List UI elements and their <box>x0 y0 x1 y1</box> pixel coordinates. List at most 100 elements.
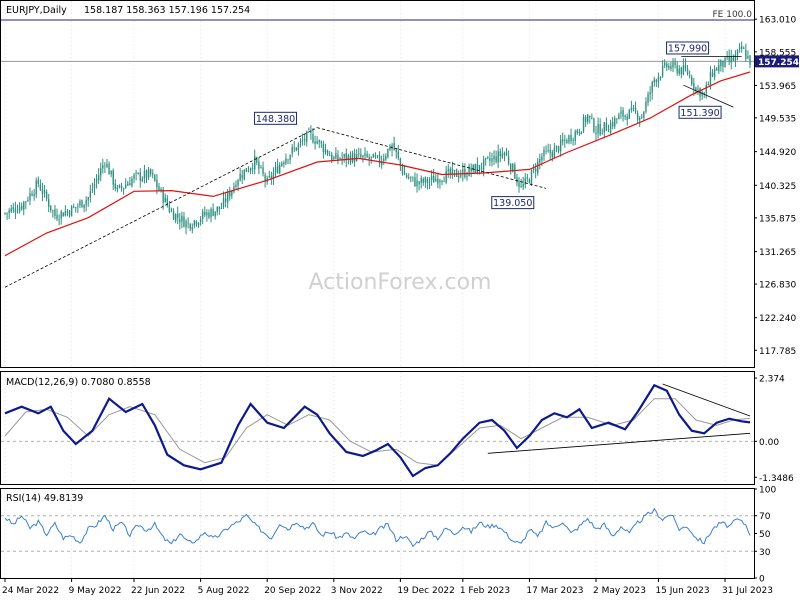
rsi-y-tick-label: 50 <box>759 530 771 540</box>
candle-body <box>226 191 229 203</box>
candle-body <box>372 154 375 158</box>
candle-body <box>376 155 379 157</box>
candle-body <box>524 178 526 185</box>
axis-labels: 163.010 158.555 153.965 149.535 144.920 140.3… <box>2 16 799 596</box>
x-tick-label: 1 Feb 2023 <box>460 586 510 596</box>
candle-body <box>684 64 687 70</box>
candle-body <box>45 191 48 199</box>
candle-body <box>570 135 572 142</box>
candle-body <box>703 92 705 94</box>
fe-level-label: FE 100.0 <box>713 10 753 20</box>
candle-body <box>268 176 270 178</box>
candle-body <box>303 139 306 141</box>
candle-body <box>133 174 135 179</box>
candle-body <box>572 139 574 141</box>
candle-body <box>83 204 85 208</box>
candle-body <box>16 211 19 213</box>
macd-series <box>1 383 754 478</box>
price-annotation-box <box>678 105 722 119</box>
candle-body <box>539 158 541 163</box>
candle-body <box>37 179 39 184</box>
candle-body <box>647 94 649 103</box>
candle-body <box>559 139 562 152</box>
candle-body <box>586 114 589 122</box>
candle-body <box>247 170 250 172</box>
candle-body <box>174 214 177 222</box>
candle-body <box>358 153 360 155</box>
candle-body <box>79 201 81 206</box>
macd-title: MACD(12,26,9) 0.7080 0.8558 <box>6 377 151 388</box>
candle-body <box>385 155 387 160</box>
candle-body <box>243 169 246 180</box>
candle-body <box>730 56 732 63</box>
candle-body <box>276 166 279 174</box>
candle-body <box>380 161 383 166</box>
candle-body <box>335 153 337 159</box>
candle-body <box>54 209 56 216</box>
candle-body <box>651 81 653 93</box>
price-y-tick-label: 126.830 <box>759 281 796 291</box>
candle-body <box>274 166 277 173</box>
candle-body <box>568 135 570 143</box>
candle-body <box>189 223 191 229</box>
candle-body <box>314 141 316 144</box>
candle-body <box>584 117 587 123</box>
candle-body <box>197 222 200 225</box>
candle-body <box>395 149 397 153</box>
candle-body <box>14 208 17 213</box>
candle-body <box>663 62 666 66</box>
candle-body <box>97 175 100 180</box>
x-tick-label: 19 Dec 2022 <box>397 586 455 596</box>
candle-body <box>466 175 468 177</box>
candle-body <box>206 212 208 216</box>
candle-body <box>143 170 146 179</box>
candle-body <box>181 215 183 222</box>
candle-body <box>659 76 662 78</box>
candle-body <box>220 208 223 210</box>
candle-body <box>114 183 116 189</box>
candle-body <box>447 169 449 172</box>
candle-body <box>56 215 58 220</box>
candle-body <box>674 62 676 65</box>
candle-body <box>724 57 726 68</box>
candle-body <box>476 164 479 174</box>
candle-body <box>229 190 231 197</box>
candle-body <box>337 154 339 160</box>
candle-body <box>497 151 499 163</box>
candle-body <box>439 180 441 183</box>
candle-body <box>526 177 529 179</box>
candle-body <box>64 211 67 216</box>
candle-body <box>262 167 264 174</box>
candle-body <box>191 227 193 230</box>
candle-body <box>204 212 206 216</box>
candle-body <box>258 161 260 169</box>
candle-body <box>62 212 64 217</box>
candle-body <box>453 170 456 171</box>
price-annotation-box <box>491 196 535 210</box>
candle-body <box>25 201 27 203</box>
candle-body <box>164 197 166 203</box>
candle-body <box>738 47 741 49</box>
candle-body <box>639 117 641 121</box>
candle-body <box>697 88 699 90</box>
current-price-box <box>755 55 799 68</box>
candle-body <box>237 180 239 186</box>
candle-body <box>478 165 481 170</box>
price-trendline <box>317 127 547 189</box>
candle-body <box>418 181 420 184</box>
candle-body <box>649 92 651 95</box>
candle-body <box>324 149 327 153</box>
candle-body <box>678 68 680 74</box>
candle-body <box>77 205 79 207</box>
candle-body <box>158 186 160 191</box>
candle-body <box>156 179 158 188</box>
candle-body <box>341 157 343 160</box>
candle-body <box>245 168 248 172</box>
candle-body <box>35 180 37 195</box>
candle-body <box>310 130 312 134</box>
candle-body <box>4 213 6 214</box>
candle-body <box>614 117 616 127</box>
candle-body <box>272 173 275 180</box>
price-annotation-label: 151.390 <box>680 108 719 119</box>
